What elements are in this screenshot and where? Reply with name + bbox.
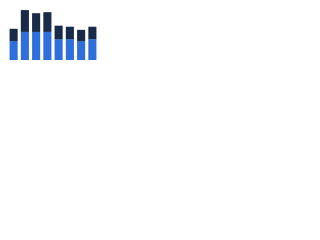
bar-segment	[32, 13, 41, 32]
bar-segment	[43, 31, 52, 60]
bar-segment	[20, 10, 29, 32]
bar-segment	[43, 12, 52, 32]
bar-segment	[54, 39, 63, 60]
bar-segment	[20, 31, 29, 60]
bar-segment	[9, 28, 18, 42]
bar-segment	[88, 26, 97, 40]
bar-segment	[9, 41, 18, 60]
bar-segment	[77, 41, 86, 60]
bar-segment	[77, 29, 86, 42]
bar-segment	[32, 31, 41, 60]
page: (() => { const data = JSON.parse(documen…	[0, 0, 320, 71]
bar-segment	[88, 39, 97, 60]
bar-segment	[65, 39, 74, 60]
bar-segment	[65, 26, 74, 40]
chart	[9, 10, 97, 60]
bar-segment	[54, 25, 63, 40]
